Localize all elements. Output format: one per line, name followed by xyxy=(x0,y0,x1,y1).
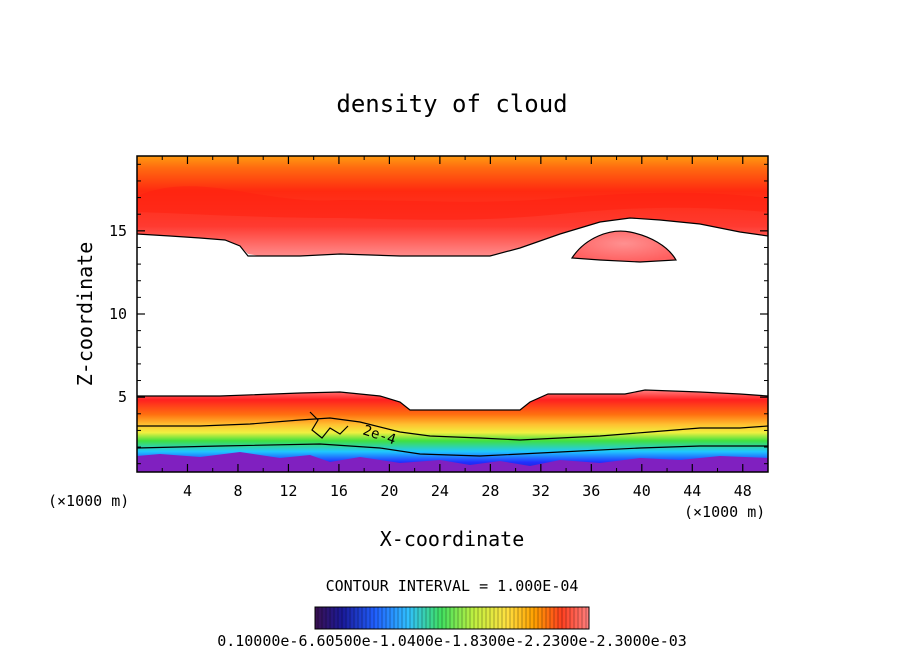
x-axis-ticks: 4 8 12 16 20 24 28 32 36 40 44 48 xyxy=(161,156,752,500)
contour-interval-text: CONTOUR INTERVAL = 1.000E-04 xyxy=(326,577,579,595)
x-tick-label: 44 xyxy=(683,482,701,500)
x-tick-label: 40 xyxy=(633,482,651,500)
chart-title: density of cloud xyxy=(336,90,567,118)
y-axis-ticks: 5 10 15 xyxy=(109,163,768,465)
colorbar-label: 0.10000e-6.60500e-1.0400e-1.8300e-2.2300… xyxy=(217,632,687,650)
colorbar xyxy=(314,606,590,630)
cloud-base-speckle xyxy=(137,452,768,472)
x-unit-right: (×1000 m) xyxy=(684,503,765,521)
contour-lines xyxy=(137,217,768,457)
x-tick-label: 20 xyxy=(380,482,398,500)
y-tick-label: 15 xyxy=(109,222,127,240)
y-axis-label: Z-coordinate xyxy=(73,242,97,387)
x-tick-label: 48 xyxy=(734,482,752,500)
x-tick-label: 12 xyxy=(279,482,297,500)
x-tick-label: 4 xyxy=(183,482,192,500)
y-tick-label: 5 xyxy=(118,388,127,406)
x-tick-label: 32 xyxy=(532,482,550,500)
x-unit-left: (×1000 m) xyxy=(48,492,129,510)
x-tick-label: 28 xyxy=(481,482,499,500)
density-field xyxy=(137,156,768,472)
x-tick-label: 8 xyxy=(233,482,242,500)
x-tick-label: 16 xyxy=(330,482,348,500)
x-tick-label: 24 xyxy=(431,482,449,500)
x-tick-label: 36 xyxy=(582,482,600,500)
y-tick-label: 10 xyxy=(109,305,127,323)
x-axis-label: X-coordinate xyxy=(380,527,525,551)
lower-cloud-layer xyxy=(137,390,768,472)
